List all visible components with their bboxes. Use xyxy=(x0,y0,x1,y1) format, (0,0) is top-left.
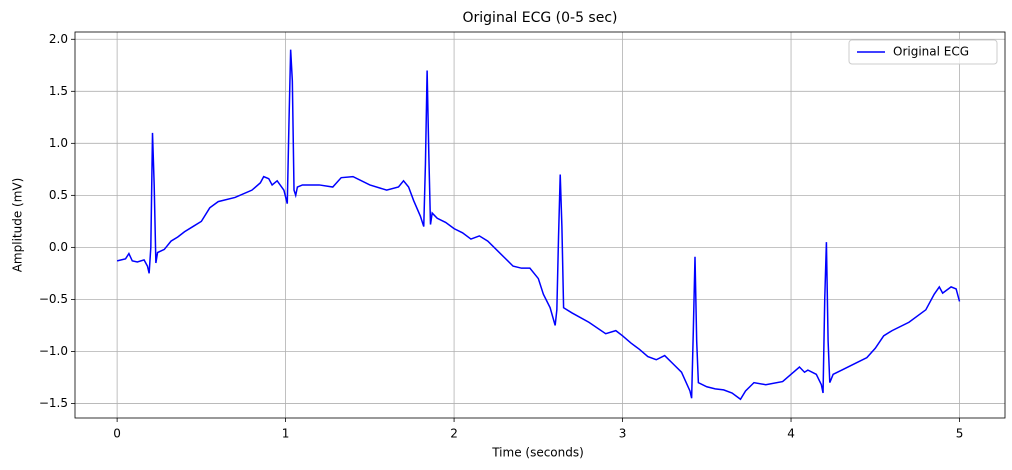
y-tick-label: 1.0 xyxy=(49,136,68,150)
y-tick-label: 0.0 xyxy=(49,240,68,254)
x-tick-label: 5 xyxy=(956,427,964,441)
x-tick-label: 3 xyxy=(619,427,627,441)
x-tick-label: 1 xyxy=(282,427,290,441)
x-tick-label: 0 xyxy=(113,427,121,441)
data-line xyxy=(116,49,961,401)
legend-label: Original ECG xyxy=(893,45,969,59)
y-tick-label: 1.5 xyxy=(49,84,68,98)
y-tick-label: −1.5 xyxy=(39,396,68,410)
x-tick-label: 4 xyxy=(787,427,795,441)
x-axis-label: Time (seconds) xyxy=(491,446,584,460)
y-tick-label: 0.5 xyxy=(49,188,68,202)
legend-box xyxy=(848,39,998,65)
y-axis-label: Amplitude (mV) xyxy=(11,178,25,273)
y-tick-label: −0.5 xyxy=(39,292,68,306)
y-tick-label: 2.0 xyxy=(49,32,68,46)
chart-title: Original ECG (0-5 sec) xyxy=(463,10,618,26)
plot-frame xyxy=(74,31,1006,419)
y-tick-label: −1.0 xyxy=(39,344,68,358)
x-tick-label: 2 xyxy=(450,427,458,441)
